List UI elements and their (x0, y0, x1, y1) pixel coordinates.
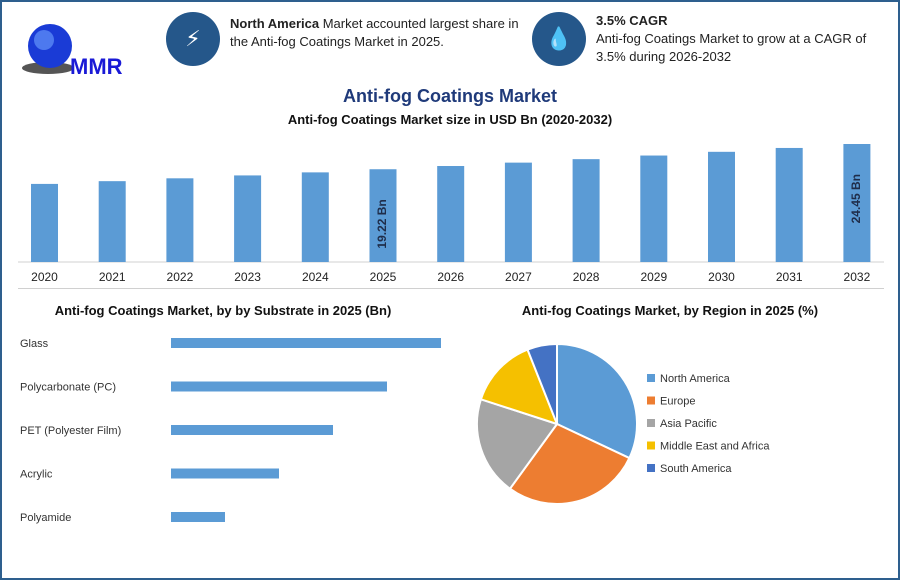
x-tick-label: 2030 (708, 270, 735, 284)
category-label: PET (Polyester Film) (20, 425, 121, 437)
legend-label: South America (660, 463, 732, 475)
bar-polycarbonate-pc- (171, 381, 387, 392)
bar-2026 (437, 166, 465, 262)
bar-2020 (31, 183, 58, 262)
x-tick-label: 2024 (302, 270, 329, 284)
slice-middle-east-and-africa (479, 348, 559, 426)
x-tick-label: 2021 (99, 270, 126, 284)
substrate-bar-chart: Glass Polycarbonate (PC) PET (Polyester Fi… (20, 338, 441, 524)
data-label: 24.45 Bn (849, 174, 863, 223)
x-tick-label: 2031 (776, 270, 803, 284)
data-label: 19.22 Bn (375, 199, 389, 248)
bar-polyamide (171, 512, 225, 522)
legend-label: Europe (660, 396, 695, 408)
bar-acrylic (171, 468, 279, 479)
category-label: Glass (20, 338, 49, 350)
main-title: Anti-fog Coatings Market (343, 86, 557, 106)
legend-label: Asia Pacific (660, 418, 717, 430)
x-tick-label: 2025 (370, 270, 397, 284)
mmr-logo: MMR (22, 24, 123, 78)
bar-2029 (640, 155, 668, 262)
x-tick-label: 2032 (844, 270, 871, 284)
x-tick-label: 2023 (234, 270, 261, 284)
legend-swatch (647, 419, 655, 427)
x-tick-label: 2020 (31, 270, 58, 284)
x-tick-label: 2026 (437, 270, 464, 284)
legend-swatch (647, 464, 655, 472)
category-label: Polyamide (20, 512, 71, 524)
legend-label: North America (660, 373, 731, 385)
x-tick-label: 2028 (573, 270, 600, 284)
divider (18, 288, 884, 289)
substrate-chart-title: Anti-fog Coatings Market, by by Substrat… (54, 303, 392, 318)
bar-glass (171, 338, 441, 348)
bar-pet-polyester-film- (171, 425, 333, 435)
bar-2024 (301, 172, 329, 262)
insight-card-cagr: 💧 3.5% CAGR Anti-fog Coatings Market to g… (532, 12, 896, 66)
x-tick-label: 2027 (505, 270, 532, 284)
lightning-icon: ⚡ (166, 12, 220, 66)
legend-swatch (647, 441, 655, 450)
bar-2028 (572, 159, 600, 262)
x-tick-label: 2022 (167, 270, 194, 284)
slice-south-america (526, 342, 558, 425)
bar-2023 (234, 175, 262, 262)
svg-text:MMR: MMR (70, 54, 123, 78)
bar-2027 (504, 162, 532, 262)
category-label: Acrylic (20, 469, 53, 481)
market-size-bar-chart: 2020 2021 2022 2023 2024 2025 19.22 Bn 2026 2027… (18, 144, 884, 284)
card-highlight: 3.5% CAGR (596, 13, 668, 28)
card-highlight: North America (230, 16, 320, 31)
bar-2022 (166, 178, 194, 262)
region-pie-chart: North America Europe Asia Pacific Middle Ea… (476, 342, 770, 505)
bar-2021 (98, 181, 126, 262)
bar-2025 (369, 169, 397, 262)
slice-europe (508, 422, 631, 505)
x-tick-label: 2029 (640, 270, 667, 284)
droplet-icon: 💧 (532, 12, 586, 66)
card-text: Anti-fog Coatings Market to grow at a CA… (596, 31, 867, 64)
bar-chart-title: Anti-fog Coatings Market size in USD Bn … (287, 112, 613, 127)
legend-swatch (647, 374, 655, 382)
slice-north-america (556, 342, 638, 460)
category-label: Polycarbonate (PC) (20, 382, 116, 394)
bar-2031 (775, 147, 803, 262)
slice-asia-pacific (476, 398, 559, 491)
legend-label: Middle East and Africa (660, 441, 770, 453)
region-chart-title: Anti-fog Coatings Market, by Region in 2… (521, 303, 819, 318)
legend-swatch (647, 396, 655, 405)
insight-card-region: ⚡ North America Market accounted largest… (166, 12, 530, 66)
bar-2030 (708, 151, 735, 262)
bar-2032 (843, 144, 871, 262)
card-text: Market accounted largest share in the An… (230, 16, 519, 49)
